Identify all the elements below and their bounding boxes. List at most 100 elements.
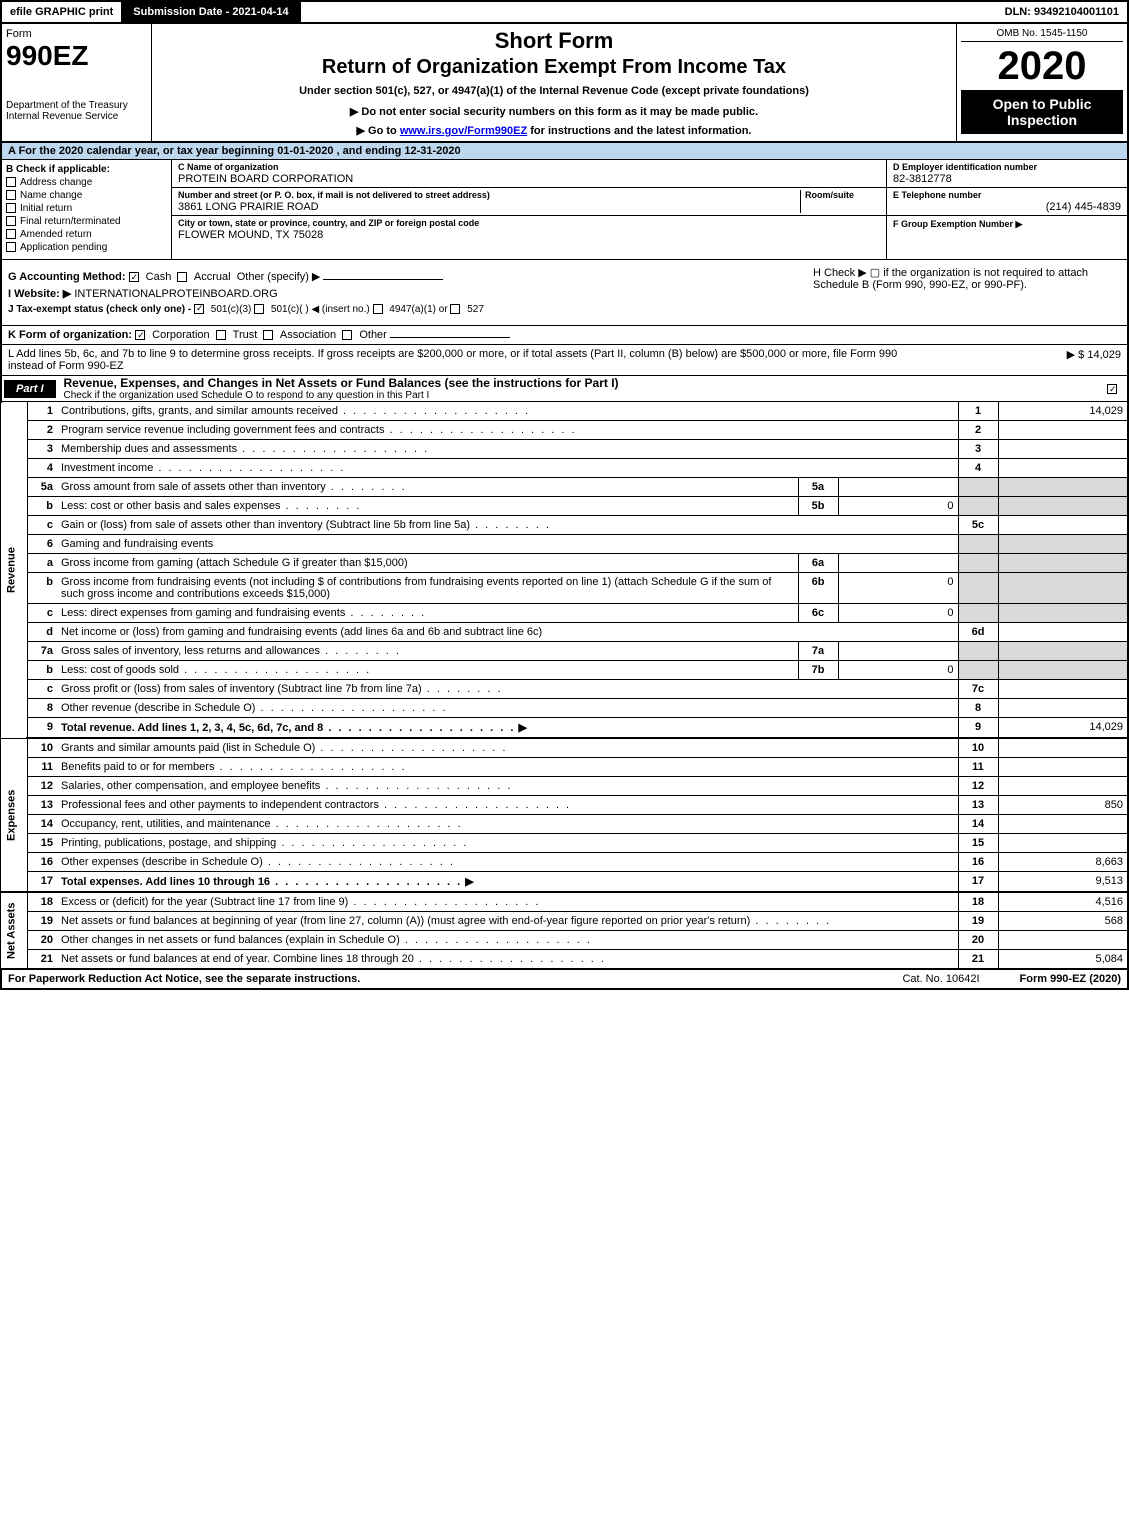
go-to-prefix: ▶ Go to	[357, 125, 400, 137]
line-7c: c Gross profit or (loss) from sales of i…	[1, 680, 1128, 699]
line-15: 15 Printing, publications, postage, and …	[1, 834, 1128, 853]
irs-link[interactable]: www.irs.gov/Form990EZ	[400, 125, 527, 137]
line-2: 2 Program service revenue including gove…	[1, 421, 1128, 440]
tax-year-row: A For the 2020 calendar year, or tax yea…	[0, 143, 1129, 160]
chk-4947	[373, 304, 383, 314]
e-label: E Telephone number	[893, 190, 981, 200]
submission-date: Submission Date - 2021-04-14	[121, 2, 300, 22]
c-city-label: City or town, state or province, country…	[178, 218, 479, 228]
paperwork-notice: For Paperwork Reduction Act Notice, see …	[8, 973, 360, 985]
line-5a: 5a Gross amount from sale of assets othe…	[1, 478, 1128, 497]
chk-accrual	[177, 272, 187, 282]
line-13: 13 Professional fees and other payments …	[1, 796, 1128, 815]
line-8: 8 Other revenue (describe in Schedule O)…	[1, 699, 1128, 718]
chk-association	[263, 330, 273, 340]
line-6: 6 Gaming and fundraising events	[1, 535, 1128, 554]
d-label: D Employer identification number	[893, 162, 1037, 172]
line-12: 12 Salaries, other compensation, and emp…	[1, 777, 1128, 796]
line-17: 17 Total expenses. Add lines 10 through …	[1, 872, 1128, 893]
part1-sub: Check if the organization used Schedule …	[64, 390, 619, 401]
chk-name-change: Name change	[6, 190, 167, 201]
line-19: 19 Net assets or fund balances at beginn…	[1, 912, 1128, 931]
expenses-side-label: Expenses	[1, 738, 27, 892]
section-k: K Form of organization: Corporation Trus…	[0, 326, 1129, 345]
line-3: 3 Membership dues and assessments 3	[1, 440, 1128, 459]
chk-other	[342, 330, 352, 340]
chk-application-pending: Application pending	[6, 242, 167, 253]
section-def: D Employer identification number 82-3812…	[887, 160, 1127, 259]
revenue-side-label: Revenue	[1, 402, 27, 738]
line-20: 20 Other changes in net assets or fund b…	[1, 931, 1128, 950]
website-value: INTERNATIONALPROTEINBOARD.ORG	[74, 288, 277, 300]
part1-table: Revenue 1 Contributions, gifts, grants, …	[0, 402, 1129, 970]
form-header: Form 990EZ Department of the Treasury In…	[0, 24, 1129, 143]
ein-value: 82-3812778	[893, 173, 952, 185]
section-g: G Accounting Method: Cash Accrual Other …	[8, 270, 801, 283]
chk-corporation	[135, 330, 145, 340]
line-4: 4 Investment income 4	[1, 459, 1128, 478]
gij-left: G Accounting Method: Cash Accrual Other …	[2, 260, 807, 325]
page-footer: For Paperwork Reduction Act Notice, see …	[0, 970, 1129, 990]
line-6c: c Less: direct expenses from gaming and …	[1, 604, 1128, 623]
org-name: PROTEIN BOARD CORPORATION	[178, 173, 353, 185]
chk-address-change: Address change	[6, 177, 167, 188]
part1-check	[1107, 383, 1121, 395]
chk-501c	[254, 304, 264, 314]
chk-501c3	[194, 304, 204, 314]
tax-year: 2020	[961, 46, 1123, 86]
chk-trust	[216, 330, 226, 340]
top-bar: efile GRAPHIC print Submission Date - 20…	[0, 0, 1129, 24]
chk-final-return: Final return/terminated	[6, 216, 167, 227]
section-c: C Name of organization PROTEIN BOARD COR…	[172, 160, 887, 259]
section-h: H Check ▶ ▢ if the organization is not r…	[807, 260, 1127, 325]
go-to-suffix: for instructions and the latest informat…	[530, 125, 751, 137]
part1-title: Revenue, Expenses, and Changes in Net As…	[64, 376, 619, 390]
line-10: Expenses 10 Grants and similar amounts p…	[1, 738, 1128, 758]
line-14: 14 Occupancy, rent, utilities, and maint…	[1, 815, 1128, 834]
org-city: FLOWER MOUND, TX 75028	[178, 229, 323, 241]
section-l: L Add lines 5b, 6c, and 7b to line 9 to …	[0, 345, 1129, 376]
efile-label: efile GRAPHIC print	[2, 2, 121, 22]
section-i: I Website: ▶ INTERNATIONALPROTEINBOARD.O…	[8, 287, 801, 300]
c-street-label: Number and street (or P. O. box, if mail…	[178, 190, 490, 200]
f-label: F Group Exemption Number ▶	[893, 219, 1022, 229]
header-right: OMB No. 1545-1150 2020 Open to Public In…	[957, 24, 1127, 141]
ssn-warning: ▶ Do not enter social security numbers o…	[156, 105, 952, 118]
department-label: Department of the Treasury	[6, 100, 147, 111]
go-to-line: ▶ Go to www.irs.gov/Form990EZ for instru…	[156, 124, 952, 137]
part1-header: Part I Revenue, Expenses, and Changes in…	[0, 376, 1129, 402]
irs-label: Internal Revenue Service	[6, 111, 147, 122]
l-text: L Add lines 5b, 6c, and 7b to line 9 to …	[8, 348, 908, 372]
dln-label: DLN: 93492104001101	[997, 2, 1127, 22]
section-j: J Tax-exempt status (check only one) - 5…	[8, 304, 801, 315]
line-7b: b Less: cost of goods sold 7b 0	[1, 661, 1128, 680]
section-b-title: B Check if applicable:	[6, 164, 167, 175]
under-section: Under section 501(c), 527, or 4947(a)(1)…	[156, 85, 952, 97]
chk-527	[450, 304, 460, 314]
line-1: Revenue 1 Contributions, gifts, grants, …	[1, 402, 1128, 421]
chk-initial-return: Initial return	[6, 203, 167, 214]
h-text: H Check ▶ ▢ if the organization is not r…	[813, 267, 1088, 291]
phone-value: (214) 445-4839	[893, 201, 1121, 213]
section-b: B Check if applicable: Address change Na…	[2, 160, 172, 259]
org-street: 3861 LONG PRAIRIE ROAD	[178, 201, 319, 213]
line-16: 16 Other expenses (describe in Schedule …	[1, 853, 1128, 872]
chk-cash	[129, 272, 139, 282]
line-21: 21 Net assets or fund balances at end of…	[1, 950, 1128, 970]
gij-block: G Accounting Method: Cash Accrual Other …	[0, 260, 1129, 326]
header-left: Form 990EZ Department of the Treasury In…	[2, 24, 152, 141]
l-amount: ▶ $ 14,029	[1067, 348, 1121, 372]
open-to-public: Open to Public Inspection	[961, 90, 1123, 134]
c-name-label: C Name of organization	[178, 162, 279, 172]
line-6b: b Gross income from fundraising events (…	[1, 573, 1128, 604]
info-block: B Check if applicable: Address change Na…	[0, 160, 1129, 260]
omb-number: OMB No. 1545-1150	[961, 28, 1123, 42]
part1-badge: Part I	[4, 380, 56, 398]
form-word: Form	[6, 28, 147, 40]
line-6d: d Net income or (loss) from gaming and f…	[1, 623, 1128, 642]
line-5c: c Gain or (loss) from sale of assets oth…	[1, 516, 1128, 535]
netassets-side-label: Net Assets	[1, 892, 27, 969]
short-form-title: Short Form	[156, 28, 952, 54]
return-title: Return of Organization Exempt From Incom…	[156, 56, 952, 79]
chk-amended-return: Amended return	[6, 229, 167, 240]
